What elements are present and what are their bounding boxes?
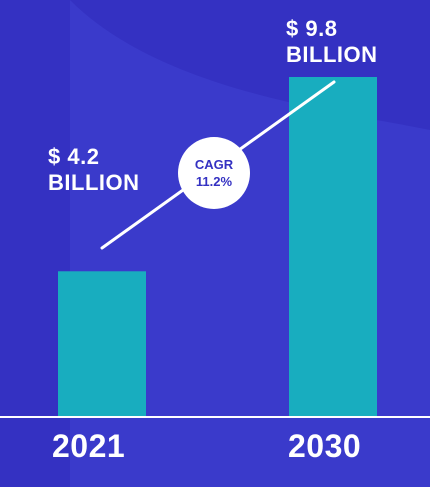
x-tick-label-2021: 2021 — [52, 428, 126, 464]
cagr-value: 11.2% — [195, 174, 233, 189]
x-tick-label-2030: 2030 — [288, 428, 362, 464]
cagr-badge: CAGR 11.2% — [178, 137, 250, 209]
bar-value-label-2030: $ 9.8 BILLION — [286, 16, 378, 67]
cagr-label: CAGR — [194, 157, 234, 172]
bar-2021 — [58, 271, 146, 417]
bars-group — [58, 77, 377, 417]
bar-2030 — [289, 77, 377, 417]
bar-value-label-2021: $ 4.2 BILLION — [48, 144, 140, 195]
